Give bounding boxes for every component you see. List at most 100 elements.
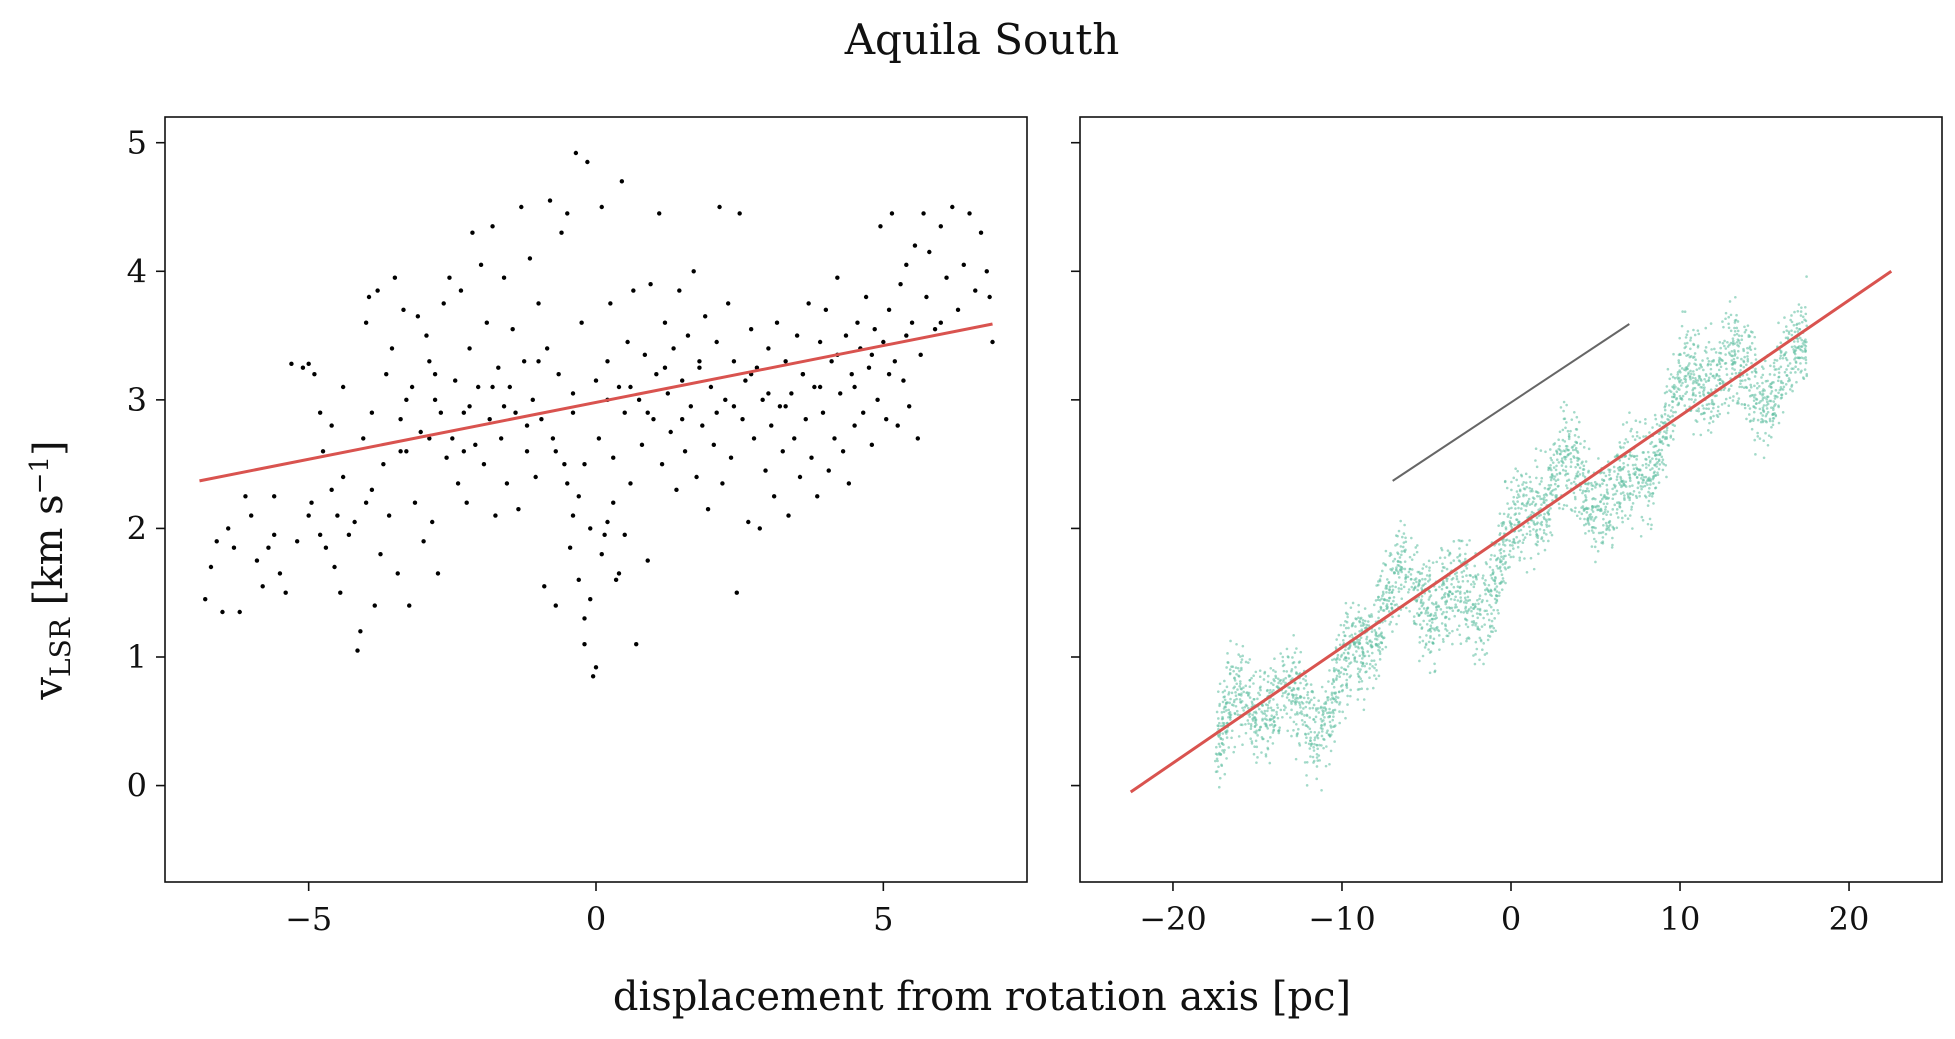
data-point — [1718, 412, 1722, 416]
data-point — [1464, 598, 1468, 602]
data-point — [1420, 594, 1424, 598]
data-point — [1404, 606, 1408, 610]
data-point — [1511, 544, 1514, 547]
data-point — [1355, 650, 1358, 653]
data-point — [1313, 736, 1317, 739]
data-point — [1611, 508, 1615, 511]
data-point — [1621, 520, 1624, 524]
data-point — [1651, 457, 1654, 460]
data-point — [817, 339, 823, 345]
data-point — [1342, 667, 1346, 671]
data-point — [1220, 711, 1224, 714]
data-point — [1299, 695, 1303, 699]
data-point — [1371, 686, 1375, 690]
data-point — [1493, 597, 1497, 601]
y-label-main: v — [26, 677, 72, 701]
data-point — [1218, 702, 1222, 706]
data-point — [1399, 545, 1403, 548]
data-point — [1258, 725, 1262, 729]
data-point — [1750, 370, 1754, 374]
data-point — [1475, 612, 1479, 615]
data-point — [1565, 472, 1568, 476]
data-point — [1336, 656, 1339, 659]
data-point — [1470, 620, 1474, 624]
data-point — [1549, 475, 1552, 479]
data-point — [1313, 738, 1316, 742]
data-point — [1615, 526, 1619, 530]
data-point — [542, 584, 547, 589]
data-point — [1530, 502, 1534, 506]
data-point — [1356, 698, 1360, 701]
data-point — [1222, 751, 1226, 754]
data-point — [1306, 690, 1310, 694]
data-point — [1317, 731, 1321, 734]
data-point — [1218, 721, 1221, 725]
data-point — [1325, 731, 1329, 735]
data-point — [1684, 380, 1687, 384]
data-point — [1725, 373, 1729, 376]
data-point — [1765, 397, 1768, 401]
data-point — [777, 404, 783, 409]
data-point — [1615, 478, 1619, 481]
data-point — [1413, 622, 1416, 625]
data-point — [1221, 690, 1225, 694]
data-point — [340, 384, 346, 390]
data-point — [1688, 362, 1691, 365]
data-point — [1445, 606, 1449, 609]
data-point — [786, 513, 791, 518]
data-point — [1561, 507, 1565, 511]
data-point — [1262, 678, 1266, 681]
data-point — [1760, 376, 1763, 379]
data-point — [1702, 390, 1705, 393]
data-point — [461, 449, 467, 454]
data-point — [1646, 450, 1650, 454]
data-point — [1660, 448, 1664, 452]
data-point — [665, 391, 671, 396]
data-point — [1379, 605, 1383, 609]
data-point — [1561, 438, 1565, 442]
data-point — [1507, 553, 1511, 556]
data-point — [1556, 478, 1560, 482]
data-point — [1676, 373, 1680, 376]
data-point — [1750, 427, 1754, 431]
data-point — [1788, 388, 1792, 391]
data-point — [1663, 408, 1667, 412]
data-point — [363, 500, 369, 505]
data-point — [1785, 358, 1789, 362]
data-point — [1696, 344, 1700, 348]
data-point — [1498, 512, 1502, 515]
data-point — [1223, 772, 1227, 776]
data-point — [639, 442, 645, 448]
data-point — [1761, 381, 1764, 385]
data-point — [1753, 347, 1757, 351]
data-point — [1455, 571, 1459, 574]
data-point — [1284, 689, 1288, 693]
data-point — [1215, 757, 1219, 761]
data-point — [1410, 585, 1414, 589]
data-point — [1581, 471, 1585, 475]
data-point — [1418, 613, 1421, 617]
data-point — [432, 397, 438, 403]
data-point — [1738, 385, 1741, 389]
data-point — [1384, 645, 1388, 649]
data-point — [1338, 701, 1342, 704]
data-point — [1495, 558, 1498, 562]
data-point — [1532, 520, 1535, 523]
data-point — [1559, 406, 1563, 409]
data-point — [1376, 598, 1380, 602]
data-point — [1628, 485, 1632, 488]
data-point — [1720, 403, 1724, 406]
data-point — [1799, 314, 1803, 317]
data-point — [1296, 732, 1299, 735]
data-point — [1615, 511, 1619, 515]
data-point — [1590, 508, 1594, 511]
data-point — [1672, 352, 1675, 356]
data-point — [1292, 693, 1296, 697]
data-point — [1437, 634, 1441, 637]
data-point — [1349, 688, 1352, 692]
data-point — [1481, 648, 1484, 651]
data-point — [1309, 736, 1312, 740]
data-point — [1549, 491, 1552, 494]
data-point — [1329, 698, 1332, 701]
data-point — [1712, 402, 1716, 406]
